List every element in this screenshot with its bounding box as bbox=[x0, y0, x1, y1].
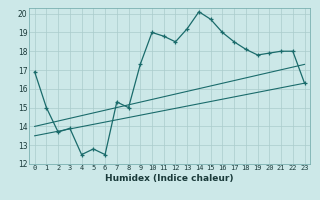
X-axis label: Humidex (Indice chaleur): Humidex (Indice chaleur) bbox=[105, 174, 234, 183]
